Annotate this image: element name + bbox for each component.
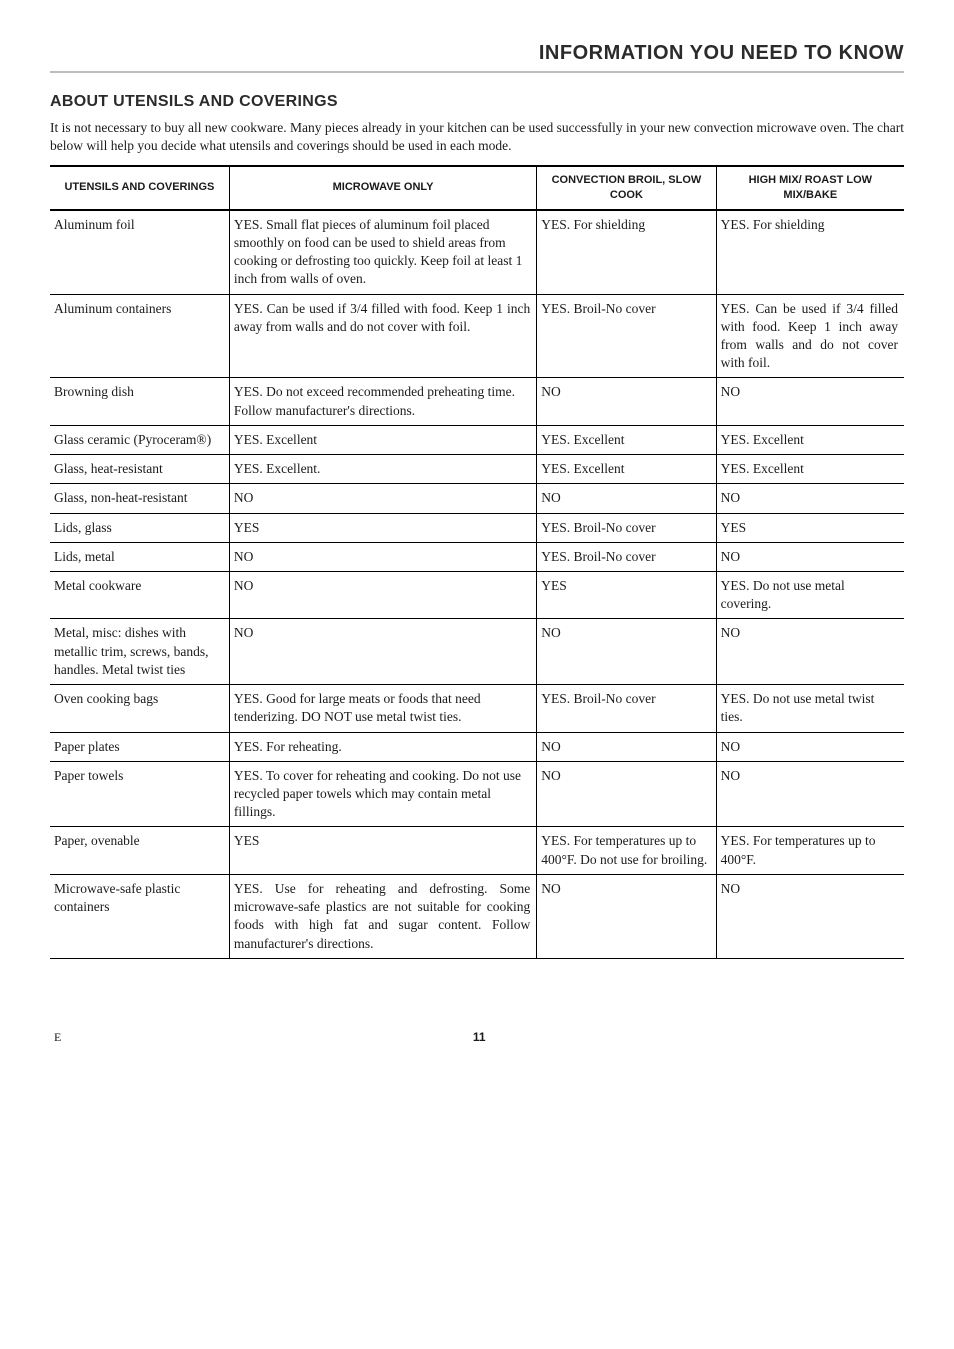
table-cell: NO xyxy=(537,484,716,513)
table-cell: YES. For shielding xyxy=(537,210,716,294)
table-cell: YES. Use for reheating and defrosting. S… xyxy=(229,874,536,958)
table-row: Paper platesYES. For reheating.NONO xyxy=(50,732,904,761)
table-cell: YES. Do not use metal twist ties. xyxy=(716,685,904,732)
table-cell: YES. Do not use metal covering. xyxy=(716,572,904,619)
table-row: Aluminum foilYES. Small flat pieces of a… xyxy=(50,210,904,294)
table-row: Browning dishYES. Do not exceed recommen… xyxy=(50,378,904,425)
table-cell: YES. For temperatures up to 400°F. xyxy=(716,827,904,874)
table-cell: YES. Small flat pieces of aluminum foil … xyxy=(229,210,536,294)
page-title: INFORMATION YOU NEED TO KNOW xyxy=(50,40,904,67)
table-cell: YES xyxy=(229,513,536,542)
table-cell: YES. Can be used if 3/4 filled with food… xyxy=(229,294,536,378)
table-cell: Aluminum containers xyxy=(50,294,229,378)
table-row: Paper towelsYES. To cover for reheating … xyxy=(50,761,904,827)
table-cell: Metal cookware xyxy=(50,572,229,619)
table-cell: YES xyxy=(537,572,716,619)
table-cell: NO xyxy=(229,484,536,513)
table-header-row: UTENSILS AND COVERINGS MICROWAVE ONLY CO… xyxy=(50,166,904,210)
table-cell: NO xyxy=(716,761,904,827)
table-cell: Glass ceramic (Pyroceram®) xyxy=(50,425,229,454)
table-cell: Oven cooking bags xyxy=(50,685,229,732)
table-cell: NO xyxy=(537,761,716,827)
table-row: Glass, heat-resistantYES. Excellent.YES.… xyxy=(50,455,904,484)
table-row: Paper, ovenableYESYES. For temperatures … xyxy=(50,827,904,874)
table-cell: Aluminum foil xyxy=(50,210,229,294)
table-cell: NO xyxy=(229,572,536,619)
page-footer: E 11 xyxy=(50,1029,904,1045)
table-cell: YES. Excellent xyxy=(537,455,716,484)
col-header-microwave: MICROWAVE ONLY xyxy=(229,166,536,210)
col-header-utensils: UTENSILS AND COVERINGS xyxy=(50,166,229,210)
table-cell: Lids, metal xyxy=(50,542,229,571)
table-cell: YES xyxy=(229,827,536,874)
table-cell: NO xyxy=(716,542,904,571)
section-heading: ABOUT UTENSILS AND COVERINGS xyxy=(50,91,904,113)
table-cell: YES xyxy=(716,513,904,542)
table-row: Metal, misc: dishes with metallic trim, … xyxy=(50,619,904,685)
table-cell: YES. Broil-No cover xyxy=(537,685,716,732)
table-row: Glass ceramic (Pyroceram®)YES. Excellent… xyxy=(50,425,904,454)
table-cell: NO xyxy=(537,732,716,761)
table-cell: YES. Broil-No cover xyxy=(537,294,716,378)
footer-right-spacer xyxy=(897,1029,900,1045)
table-cell: YES. Excellent. xyxy=(229,455,536,484)
col-header-convection: CONVECTION BROIL, SLOW COOK xyxy=(537,166,716,210)
table-row: Microwave-safe plastic containersYES. Us… xyxy=(50,874,904,958)
table-cell: NO xyxy=(716,732,904,761)
table-cell: YES. Broil-No cover xyxy=(537,513,716,542)
table-cell: Browning dish xyxy=(50,378,229,425)
table-body: Aluminum foilYES. Small flat pieces of a… xyxy=(50,210,904,959)
table-cell: YES. Do not exceed recommended preheatin… xyxy=(229,378,536,425)
table-cell: Metal, misc: dishes with metallic trim, … xyxy=(50,619,229,685)
table-cell: YES. Excellent xyxy=(716,425,904,454)
table-cell: NO xyxy=(229,542,536,571)
table-row: Lids, glassYESYES. Broil-No coverYES xyxy=(50,513,904,542)
table-cell: Lids, glass xyxy=(50,513,229,542)
table-cell: NO xyxy=(537,378,716,425)
table-cell: NO xyxy=(716,484,904,513)
table-row: Aluminum containersYES. Can be used if 3… xyxy=(50,294,904,378)
table-cell: NO xyxy=(537,619,716,685)
table-cell: Glass, non-heat-resistant xyxy=(50,484,229,513)
table-cell: Paper plates xyxy=(50,732,229,761)
table-row: Glass, non-heat-resistantNONONO xyxy=(50,484,904,513)
title-rule xyxy=(50,71,904,73)
table-row: Metal cookwareNOYESYES. Do not use metal… xyxy=(50,572,904,619)
table-cell: NO xyxy=(537,874,716,958)
table-cell: YES. Excellent xyxy=(537,425,716,454)
utensils-table: UTENSILS AND COVERINGS MICROWAVE ONLY CO… xyxy=(50,165,904,959)
table-cell: YES. To cover for reheating and cooking.… xyxy=(229,761,536,827)
table-cell: YES. For shielding xyxy=(716,210,904,294)
table-cell: YES. Good for large meats or foods that … xyxy=(229,685,536,732)
table-cell: YES. For temperatures up to 400°F. Do no… xyxy=(537,827,716,874)
table-cell: NO xyxy=(716,378,904,425)
footer-page-number: 11 xyxy=(473,1029,486,1045)
table-cell: Paper towels xyxy=(50,761,229,827)
table-row: Oven cooking bagsYES. Good for large mea… xyxy=(50,685,904,732)
table-cell: NO xyxy=(716,619,904,685)
table-cell: YES. Excellent xyxy=(229,425,536,454)
intro-paragraph: It is not necessary to buy all new cookw… xyxy=(50,119,904,155)
table-cell: Glass, heat-resistant xyxy=(50,455,229,484)
table-cell: NO xyxy=(716,874,904,958)
col-header-highmix: HIGH MIX/ ROAST LOW MIX/BAKE xyxy=(716,166,904,210)
table-cell: YES. Can be used if 3/4 filled with food… xyxy=(716,294,904,378)
table-cell: YES. Excellent xyxy=(716,455,904,484)
table-cell: NO xyxy=(229,619,536,685)
table-cell: YES. Broil-No cover xyxy=(537,542,716,571)
footer-left: E xyxy=(54,1029,61,1045)
table-cell: YES. For reheating. xyxy=(229,732,536,761)
table-cell: Microwave-safe plastic containers xyxy=(50,874,229,958)
table-row: Lids, metalNOYES. Broil-No coverNO xyxy=(50,542,904,571)
table-cell: Paper, ovenable xyxy=(50,827,229,874)
